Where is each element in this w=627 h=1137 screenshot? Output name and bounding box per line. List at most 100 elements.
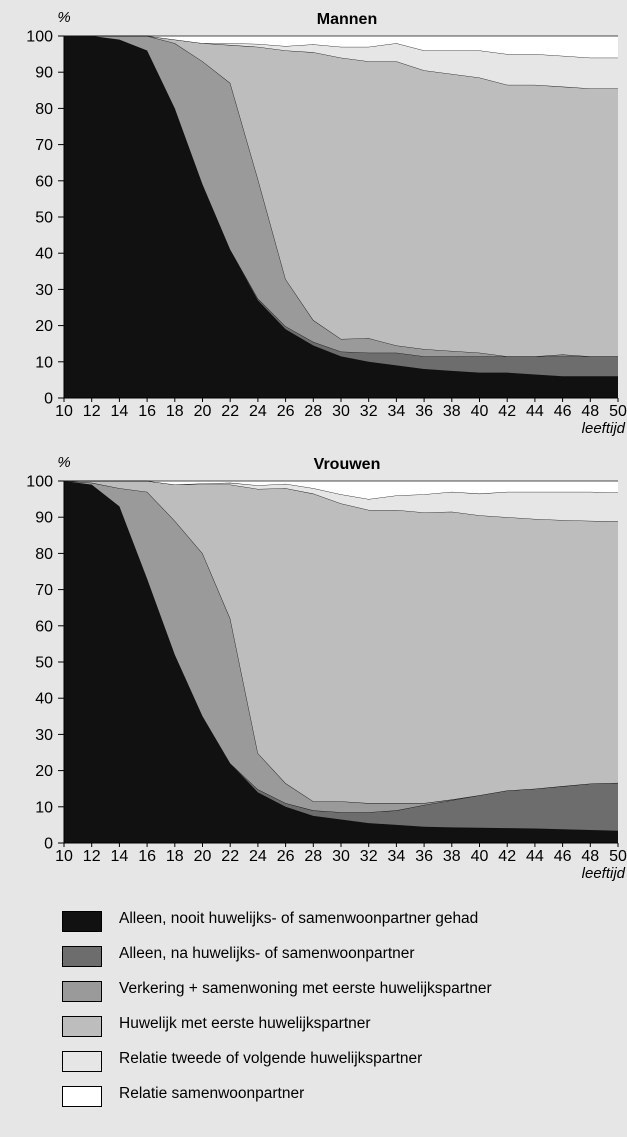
y-axis-label: % [57, 454, 70, 471]
y-tick-label-60: 60 [35, 173, 53, 190]
area-series-5 [64, 36, 618, 58]
x-tick-label-24: 24 [249, 403, 267, 420]
x-tick-label-18: 18 [166, 403, 184, 420]
x-tick-label-40: 40 [471, 403, 489, 420]
x-tick-label-34: 34 [388, 403, 406, 420]
x-tick-label-12: 12 [83, 403, 101, 420]
y-tick-label-10: 10 [35, 799, 53, 816]
x-axis-label: leeftijd [582, 420, 626, 437]
legend-item-alleen-na: Alleen, na huwelijks- of samenwoonpartne… [62, 943, 602, 978]
legend-label-samenwoonpartner: Relatie samenwoonpartner [119, 1085, 305, 1102]
y-tick-label-100: 100 [26, 474, 53, 491]
area-series-0 [64, 481, 618, 843]
y-tick-label-20: 20 [35, 763, 53, 780]
x-tick-label-14: 14 [111, 848, 129, 865]
x-tick-label-42: 42 [498, 848, 516, 865]
y-tick-label-90: 90 [35, 65, 53, 82]
y-tick-label-50: 50 [35, 655, 53, 672]
x-axis-label: leeftijd [582, 865, 626, 882]
y-tick-label-30: 30 [35, 727, 53, 744]
chart-title: Mannen [317, 11, 377, 28]
y-tick-label-80: 80 [35, 546, 53, 563]
x-tick-label-14: 14 [111, 403, 129, 420]
legend-item-alleen-nooit: Alleen, nooit huwelijks- of samenwoonpar… [62, 908, 602, 943]
x-tick-label-12: 12 [83, 848, 101, 865]
x-tick-label-28: 28 [304, 848, 322, 865]
x-tick-label-46: 46 [554, 848, 572, 865]
y-tick-label-80: 80 [35, 101, 53, 118]
area-series-5 [64, 481, 618, 500]
area-series-0 [64, 36, 618, 398]
x-tick-label-30: 30 [332, 848, 350, 865]
x-tick-label-18: 18 [166, 848, 184, 865]
x-tick-label-50: 50 [609, 403, 627, 420]
x-tick-label-24: 24 [249, 848, 267, 865]
chart-title: Vrouwen [314, 456, 381, 473]
x-tick-label-40: 40 [471, 848, 489, 865]
x-tick-label-32: 32 [360, 848, 378, 865]
legend-label-alleen-na: Alleen, na huwelijks- of samenwoonpartne… [119, 945, 415, 962]
y-tick-label-50: 50 [35, 210, 53, 227]
x-tick-label-10: 10 [55, 848, 73, 865]
legend: Alleen, nooit huwelijks- of samenwoonpar… [62, 908, 602, 1118]
x-tick-label-38: 38 [443, 848, 461, 865]
legend-label-tweede-partner: Relatie tweede of volgende huwelijkspart… [119, 1050, 423, 1067]
x-tick-label-48: 48 [581, 848, 599, 865]
area-series-4 [64, 481, 618, 522]
y-tick-label-40: 40 [35, 246, 53, 263]
x-tick-label-20: 20 [194, 848, 212, 865]
x-tick-label-44: 44 [526, 403, 544, 420]
y-tick-label-70: 70 [35, 137, 53, 154]
y-tick-label-40: 40 [35, 691, 53, 708]
y-tick-label-90: 90 [35, 510, 53, 527]
y-tick-label-70: 70 [35, 582, 53, 599]
area-series-3 [64, 36, 618, 357]
legend-swatch-alleen-na [62, 946, 102, 967]
legend-swatch-alleen-nooit [62, 911, 102, 932]
area-series-1 [64, 481, 618, 831]
x-tick-label-26: 26 [277, 403, 295, 420]
x-tick-label-36: 36 [415, 848, 433, 865]
legend-label-alleen-nooit: Alleen, nooit huwelijks- of samenwoonpar… [119, 910, 479, 927]
x-tick-label-34: 34 [388, 848, 406, 865]
legend-label-huwelijk-eerste: Huwelijk met eerste huwelijkspartner [119, 1015, 371, 1032]
x-tick-label-16: 16 [138, 403, 156, 420]
x-tick-label-30: 30 [332, 403, 350, 420]
x-tick-label-42: 42 [498, 403, 516, 420]
x-tick-label-20: 20 [194, 403, 212, 420]
legend-item-huwelijk-eerste: Huwelijk met eerste huwelijkspartner [62, 1013, 602, 1048]
x-tick-label-36: 36 [415, 403, 433, 420]
area-series-2 [64, 481, 618, 813]
legend-swatch-verkering [62, 981, 102, 1002]
x-tick-label-44: 44 [526, 848, 544, 865]
x-tick-label-38: 38 [443, 403, 461, 420]
x-tick-label-50: 50 [609, 848, 627, 865]
legend-item-verkering: Verkering + samenwoning met eerste huwel… [62, 978, 602, 1013]
area-series-4 [64, 36, 618, 89]
legend-item-tweede-partner: Relatie tweede of volgende huwelijkspart… [62, 1048, 602, 1083]
x-tick-label-32: 32 [360, 403, 378, 420]
x-tick-label-10: 10 [55, 403, 73, 420]
legend-swatch-samenwoonpartner [62, 1086, 102, 1107]
legend-swatch-huwelijk-eerste [62, 1016, 102, 1037]
x-tick-label-16: 16 [138, 848, 156, 865]
area-series-3 [64, 481, 618, 804]
x-tick-label-46: 46 [554, 403, 572, 420]
y-tick-label-60: 60 [35, 618, 53, 635]
y-tick-label-100: 100 [26, 29, 53, 46]
y-axis-label: % [57, 9, 70, 26]
legend-swatch-tweede-partner [62, 1051, 102, 1072]
y-tick-label-10: 10 [35, 354, 53, 371]
legend-label-verkering: Verkering + samenwoning met eerste huwel… [119, 980, 492, 997]
x-tick-label-48: 48 [581, 403, 599, 420]
y-tick-label-20: 20 [35, 318, 53, 335]
area-series-2 [64, 36, 618, 357]
x-tick-label-22: 22 [221, 848, 239, 865]
y-tick-label-0: 0 [44, 836, 53, 853]
y-tick-label-0: 0 [44, 391, 53, 408]
x-tick-label-28: 28 [304, 403, 322, 420]
